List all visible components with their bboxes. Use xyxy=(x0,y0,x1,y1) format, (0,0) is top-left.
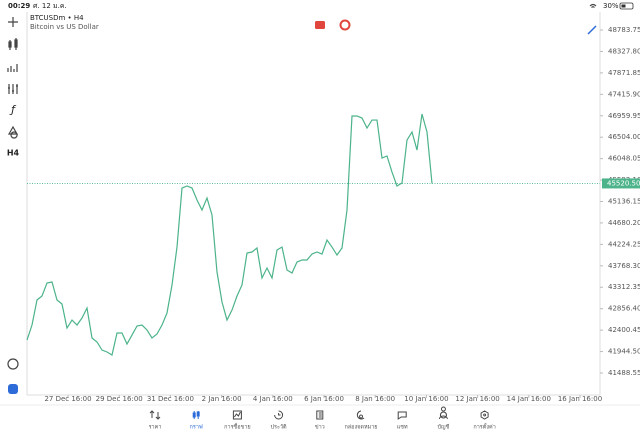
tab-label[interactable]: ข่าว xyxy=(315,425,325,431)
function-tool[interactable]: ƒ xyxy=(9,103,17,116)
x-tick-label: 10 Jan 16:00 xyxy=(404,395,448,403)
wifi-icon xyxy=(589,3,597,8)
draw-tool[interactable] xyxy=(587,25,597,35)
x-tick-label: 31 Dec 16:00 xyxy=(147,395,194,403)
tab-icon xyxy=(438,406,448,420)
x-tick-label: 14 Jan 16:00 xyxy=(507,395,551,403)
x-tick-label: 6 Jan 16:00 xyxy=(304,395,344,403)
y-tick-label: 41488.55 xyxy=(608,369,640,377)
x-tick-label: 2 Jan 16:00 xyxy=(202,395,242,403)
y-tick-label: 44224.25 xyxy=(608,240,640,248)
y-tick-label: 46959.95 xyxy=(608,112,640,120)
y-tick-label: 47871.85 xyxy=(608,69,640,77)
timeframe[interactable]: H4 xyxy=(7,149,20,158)
tab-icon xyxy=(232,410,242,420)
x-tick-label: 12 Jan 16:00 xyxy=(455,395,499,403)
last-price-label: 45520.50 xyxy=(607,179,640,187)
tab-label[interactable]: บัญชี xyxy=(437,424,449,431)
tab-label[interactable]: การตั้งค่า xyxy=(473,423,495,431)
y-tick-label: 43768.30 xyxy=(608,262,640,270)
buy-icon[interactable] xyxy=(339,19,351,31)
x-tick-label: 8 Jan 16:00 xyxy=(355,395,395,403)
y-tick-label: 48327.80 xyxy=(608,47,640,55)
tab-label[interactable]: ประวัติ xyxy=(271,424,287,431)
indicators-tool[interactable] xyxy=(7,64,18,72)
y-tick-label: 48783.75 xyxy=(608,26,640,34)
tab-label[interactable]: แชท xyxy=(397,424,408,431)
tab-icon xyxy=(149,410,161,420)
y-tick-label: 45136.15 xyxy=(608,198,640,206)
last-price-box xyxy=(602,178,640,189)
price-line xyxy=(26,113,433,356)
tab-label[interactable]: กล่องจดหมาย xyxy=(344,425,377,431)
zoom-tool[interactable] xyxy=(7,358,19,370)
y-tick-label: 46504.00 xyxy=(608,133,640,141)
x-tick-label: 27 Dec 16:00 xyxy=(44,395,91,403)
y-tick-label: 43312.35 xyxy=(608,283,640,291)
battery-icon xyxy=(619,2,634,10)
x-tick-label: 29 Dec 16:00 xyxy=(96,395,143,403)
battery-text: 30% xyxy=(603,2,619,10)
y-tick-label: 42856.40 xyxy=(608,305,640,313)
tab-icon xyxy=(397,411,407,420)
y-tick-label: 42400.45 xyxy=(608,326,640,334)
x-tick-label: 4 Jan 16:00 xyxy=(253,395,293,403)
tab-icon xyxy=(316,410,324,420)
y-tick-label: 44680.20 xyxy=(608,219,640,227)
symbol-subtitle: Bitcoin vs US Dollar xyxy=(30,23,99,31)
battery-level xyxy=(621,4,626,8)
left-toolbar: ƒ H4 xyxy=(7,17,20,394)
tab-icon xyxy=(356,410,365,420)
tab-label[interactable]: กราฟ xyxy=(190,424,203,431)
date: ศ. 12 ม.ค. xyxy=(33,2,67,10)
x-tick-label: 16 Jan 16:00 xyxy=(558,395,602,403)
tab-icon xyxy=(274,410,284,420)
chart-type-tool[interactable] xyxy=(8,38,18,50)
y-tick-label: 41944.50 xyxy=(608,348,640,356)
symbol-title: BTCUSDm • H4 xyxy=(30,14,84,22)
tab-label[interactable]: ราคา xyxy=(149,425,162,431)
tab-icon xyxy=(192,411,200,419)
crosshair-tool[interactable] xyxy=(8,17,18,27)
tab-label[interactable]: การซื้อขาย xyxy=(224,423,250,431)
shapes-tool[interactable] xyxy=(7,125,19,139)
clock: 00:29 xyxy=(8,2,30,10)
y-tick-label: 47415.90 xyxy=(608,90,640,98)
trade-button[interactable] xyxy=(8,384,18,394)
tab-icon xyxy=(480,410,489,420)
sell-icon[interactable] xyxy=(315,21,325,29)
settings-tool[interactable] xyxy=(8,84,18,94)
y-tick-label: 46048.05 xyxy=(608,155,640,163)
